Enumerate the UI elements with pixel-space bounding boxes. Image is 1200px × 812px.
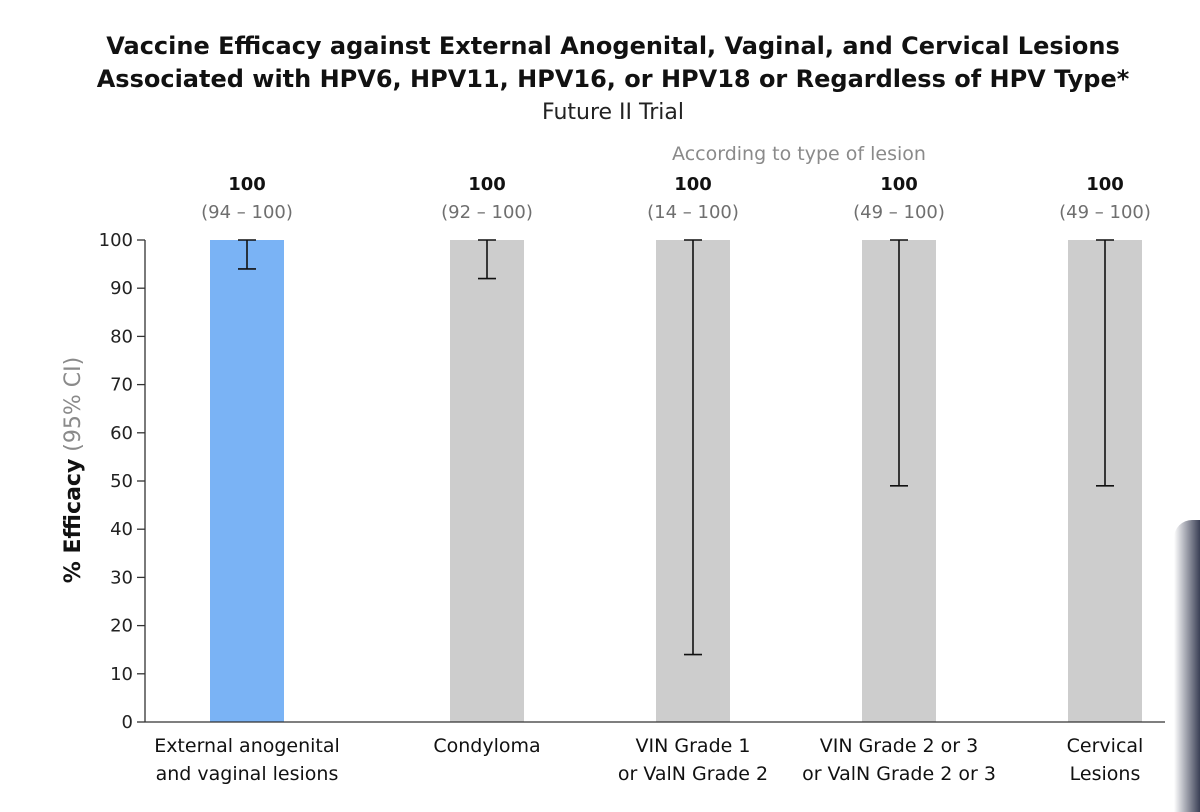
category-label: VIN Grade 2 or 3 — [820, 735, 979, 757]
category-label: Lesions — [1070, 763, 1141, 785]
bar-value-label: 100 — [1086, 174, 1124, 195]
y-tick-label: 70 — [110, 375, 133, 396]
y-axis-title-main: % Efficacy — [61, 459, 86, 584]
y-axis-title-sub: (95% CI) — [61, 357, 86, 459]
y-tick-label: 30 — [110, 567, 133, 588]
y-tick-label: 20 — [110, 616, 133, 637]
bar-value-label: 100 — [468, 174, 506, 195]
chart-title-line: Vaccine Efficacy against External Anogen… — [106, 32, 1119, 60]
y-tick-label: 40 — [110, 519, 133, 540]
y-tick-label: 10 — [110, 664, 133, 685]
bar-value-label: 100 — [674, 174, 712, 195]
category-label: or ValN Grade 2 or 3 — [802, 763, 996, 785]
y-tick-label: 80 — [110, 326, 133, 347]
chart-title-line: Associated with HPV6, HPV11, HPV16, or H… — [97, 65, 1130, 93]
presenter-edge-shadow — [1174, 520, 1200, 812]
chart-subtitle: Future II Trial — [542, 100, 684, 125]
category-label: Condyloma — [433, 735, 540, 757]
bar-2 — [450, 240, 524, 722]
category-label: External anogenital — [154, 735, 340, 757]
y-tick-label: 100 — [99, 230, 133, 251]
category-label: Cervical — [1067, 735, 1144, 757]
bar-ci-label: (92 – 100) — [441, 202, 533, 223]
y-tick-label: 50 — [110, 471, 133, 492]
lesion-type-group-label: According to type of lesion — [672, 143, 926, 165]
category-label: or ValN Grade 2 — [618, 763, 768, 785]
bar-value-label: 100 — [228, 174, 266, 195]
bar-ci-label: (14 – 100) — [647, 202, 739, 223]
y-tick-label: 90 — [110, 278, 133, 299]
bar-ci-label: (49 – 100) — [853, 202, 945, 223]
bar-value-label: 100 — [880, 174, 918, 195]
y-tick-label: 60 — [110, 423, 133, 444]
bar-ci-label: (94 – 100) — [201, 202, 293, 223]
bar-1 — [210, 240, 284, 722]
y-axis-title: % Efficacy (95% CI) — [61, 357, 86, 583]
category-label: and vaginal lesions — [156, 763, 339, 785]
category-label: VIN Grade 1 — [636, 735, 751, 757]
y-tick-label: 0 — [122, 712, 133, 733]
bar-ci-label: (49 – 100) — [1059, 202, 1151, 223]
